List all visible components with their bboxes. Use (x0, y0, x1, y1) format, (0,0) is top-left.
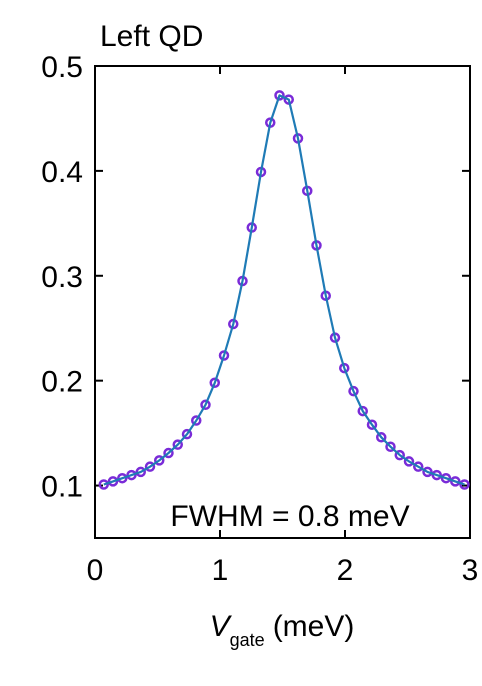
data-point (135, 466, 146, 478)
y-tick-label: 0.1 (41, 471, 83, 504)
data-point (126, 469, 137, 481)
data-point (413, 461, 424, 472)
data-point (422, 466, 433, 478)
data-point (394, 449, 405, 461)
x-tick-label: 0 (87, 554, 104, 587)
data-point (274, 90, 285, 101)
data-point (154, 455, 165, 466)
data-point (172, 439, 183, 450)
data-point (376, 432, 387, 443)
data-point (200, 399, 211, 411)
data-point (357, 405, 368, 417)
data-point (339, 362, 350, 374)
fit-line (103, 94, 465, 486)
x-tick-label: 3 (462, 554, 479, 587)
data-point (440, 472, 452, 484)
data-point (144, 461, 156, 472)
data-point (209, 377, 220, 389)
x-label-unit: (meV) (273, 610, 355, 643)
data-point (181, 428, 193, 440)
x-label-symbol: V (210, 610, 233, 643)
data-point (117, 472, 128, 484)
x-tick-label: 2 (337, 554, 354, 587)
data-point (431, 469, 442, 481)
x-axis-label: Vgate (meV) (210, 610, 355, 650)
y-tick-label: 0.2 (41, 366, 83, 399)
data-point (385, 441, 396, 452)
data-point (403, 456, 415, 467)
data-point (191, 415, 202, 426)
annotation: FWHM = 0.8 meV (170, 500, 409, 533)
data-point (218, 350, 230, 361)
plot-frame (94, 65, 471, 539)
x-label-subscript: gate (230, 630, 265, 650)
y-tick-label: 0.4 (41, 156, 83, 189)
chart-title: Left QD (100, 20, 203, 53)
data-point (348, 385, 359, 397)
data-point (366, 419, 378, 430)
data-point (98, 479, 109, 490)
data-point (107, 476, 119, 487)
data-point (450, 476, 461, 487)
y-tick-label: 0.3 (41, 261, 83, 294)
x-tick-label: 1 (212, 554, 229, 587)
data-point (163, 447, 174, 459)
data-point (459, 479, 470, 490)
y-tick-label: 0.5 (41, 51, 83, 84)
